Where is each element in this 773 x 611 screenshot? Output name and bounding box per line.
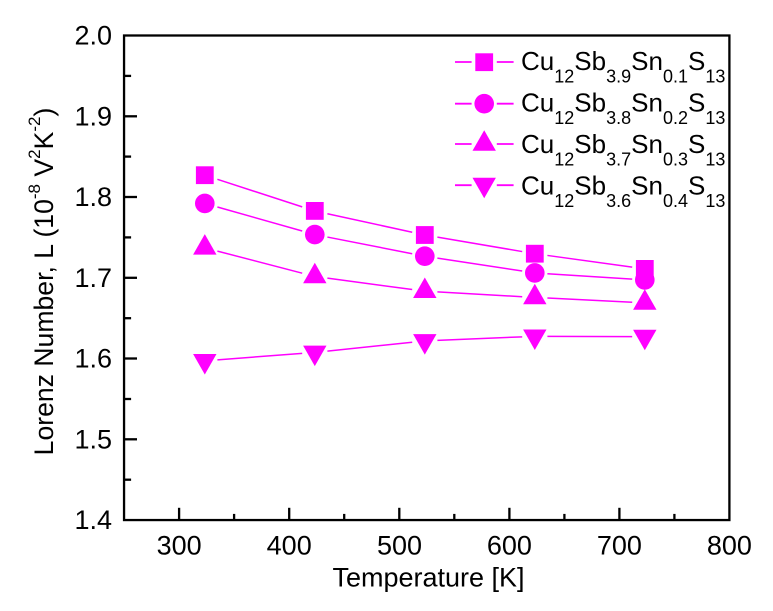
svg-text:Temperature [K]: Temperature [K] (332, 563, 524, 593)
svg-text:600: 600 (487, 531, 532, 561)
svg-text:500: 500 (377, 531, 422, 561)
svg-text:1.5: 1.5 (74, 424, 112, 454)
svg-text:1.8: 1.8 (74, 182, 112, 212)
svg-text:400: 400 (267, 531, 312, 561)
svg-text:Lorenz Number, L (10-8 V2K-2): Lorenz Number, L (10-8 V2K-2) (25, 108, 59, 456)
svg-text:700: 700 (597, 531, 642, 561)
svg-text:1.7: 1.7 (74, 263, 112, 293)
svg-text:1.4: 1.4 (74, 505, 112, 535)
svg-text:800: 800 (707, 531, 752, 561)
svg-text:300: 300 (157, 531, 202, 561)
svg-text:1.9: 1.9 (74, 101, 112, 131)
svg-text:2.0: 2.0 (74, 21, 112, 51)
svg-text:1.6: 1.6 (74, 344, 112, 374)
